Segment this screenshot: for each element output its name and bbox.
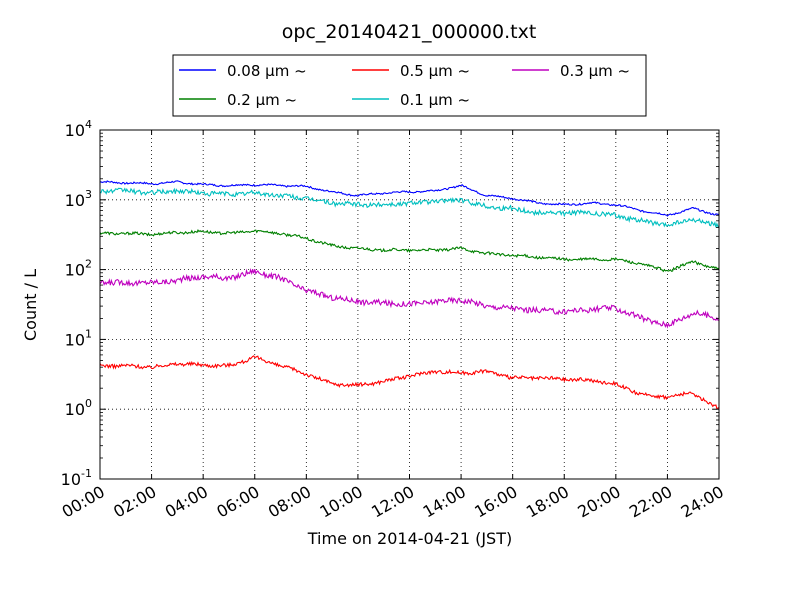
legend-box xyxy=(172,54,647,117)
grid xyxy=(100,130,719,479)
x-tick-labels: 00:00 02:00 04:00 06:00 08:00 10:00 12:00 14:00… xyxy=(59,482,727,522)
series-line-0 xyxy=(99,180,720,217)
tick-marks xyxy=(99,129,720,480)
legend-label-2: 0.5 μm ~ xyxy=(400,62,470,80)
x-tick-label: 12:00 xyxy=(368,482,417,522)
x-tick-label: 06:00 xyxy=(213,482,262,522)
y-tick-labels: 10-1 100 101 102 103 104 xyxy=(61,118,92,489)
x-tick-label: 14:00 xyxy=(420,482,469,522)
legend-label-1: 0.2 μm ~ xyxy=(227,91,297,109)
series-line-2 xyxy=(99,355,720,410)
y-tick-label: 10-1 xyxy=(61,467,92,489)
legend-label-3: 0.1 μm ~ xyxy=(400,91,470,109)
series-lines xyxy=(99,180,720,410)
y-tick-label: 103 xyxy=(65,188,92,210)
x-tick-label: 24:00 xyxy=(678,482,727,522)
x-tick-label: 16:00 xyxy=(471,482,520,522)
legend: 0.08 μm ~ 0.2 μm ~ 0.5 μm ~ 0.1 μm ~ 0.3 μm … xyxy=(172,54,647,117)
x-tick-label: 20:00 xyxy=(574,482,623,522)
y-tick-label: 101 xyxy=(65,327,92,349)
x-tick-label: 18:00 xyxy=(523,482,572,522)
x-tick-label: 10:00 xyxy=(316,482,365,522)
x-tick-label: 08:00 xyxy=(265,482,314,522)
x-axis-label: Time on 2014-04-21 (JST) xyxy=(307,529,512,548)
series-line-1 xyxy=(99,228,720,273)
x-tick-label: 02:00 xyxy=(110,482,159,522)
y-axis-label: Count / L xyxy=(21,269,40,341)
series-line-3 xyxy=(99,187,720,228)
y-tick-label: 104 xyxy=(65,118,92,140)
x-tick-label: 22:00 xyxy=(626,482,675,522)
x-tick-label: 04:00 xyxy=(162,482,211,522)
y-tick-label: 100 xyxy=(65,397,92,419)
y-tick-label: 102 xyxy=(65,258,92,280)
legend-label-0: 0.08 μm ~ xyxy=(227,62,307,80)
chart-title: opc_20140421_000000.txt xyxy=(282,21,537,43)
series-line-4 xyxy=(99,268,720,329)
legend-label-4: 0.3 μm ~ xyxy=(560,62,630,80)
